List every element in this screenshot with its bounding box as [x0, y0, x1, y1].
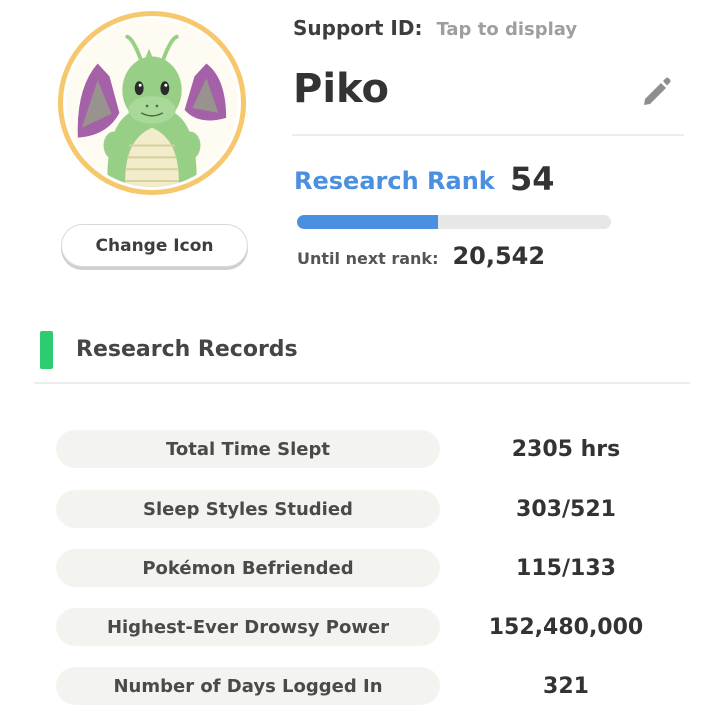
support-id-label: Support ID:	[293, 16, 422, 40]
record-label: Number of Days Logged In	[56, 667, 440, 705]
section-divider	[34, 382, 690, 384]
next-rank-row: Until next rank: 20,542	[297, 242, 545, 270]
change-icon-button[interactable]: Change Icon	[61, 224, 248, 267]
player-name: Piko	[293, 66, 389, 112]
section-marker	[40, 331, 53, 369]
next-rank-label: Until next rank:	[297, 249, 438, 268]
record-value: 321	[464, 667, 668, 705]
rank-progress-fill	[297, 215, 438, 229]
research-records-title: Research Records	[76, 337, 298, 362]
record-row: Total Time Slept 2305 hrs	[56, 430, 676, 468]
record-label: Total Time Slept	[56, 430, 440, 468]
rank-progress-bar	[297, 215, 611, 229]
next-rank-value: 20,542	[452, 242, 545, 270]
research-rank-label: Research Rank	[294, 167, 495, 195]
record-value: 115/133	[464, 549, 668, 587]
pencil-icon[interactable]	[639, 74, 673, 108]
record-row: Pokémon Befriended 115/133	[56, 549, 676, 587]
research-rank-value: 54	[510, 160, 555, 198]
record-label: Highest-Ever Drowsy Power	[56, 608, 440, 646]
header-divider	[292, 134, 684, 136]
record-row: Highest-Ever Drowsy Power 152,480,000	[56, 608, 676, 646]
record-value: 2305 hrs	[464, 430, 668, 468]
avatar	[58, 11, 246, 195]
dragonite-illustration	[66, 19, 238, 187]
support-id-reveal-button[interactable]: Tap to display	[436, 19, 577, 40]
dragonite-icon	[63, 16, 241, 190]
record-value: 303/521	[464, 490, 668, 528]
record-value: 152,480,000	[464, 608, 668, 646]
record-label: Pokémon Befriended	[56, 549, 440, 587]
support-id-row: Support ID: Tap to display	[293, 16, 577, 40]
record-row: Number of Days Logged In 321	[56, 667, 676, 705]
record-label: Sleep Styles Studied	[56, 490, 440, 528]
record-row: Sleep Styles Studied 303/521	[56, 490, 676, 528]
